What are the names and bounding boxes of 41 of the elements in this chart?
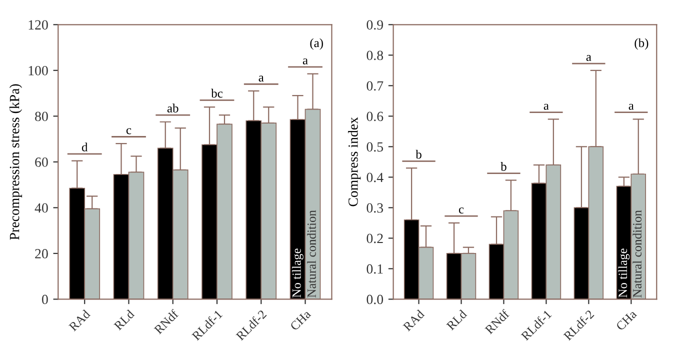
series-label: No tillage: [618, 248, 630, 298]
y-tick-label: 0.0: [366, 294, 384, 304]
y-axis-title: Precompression stress (kPa): [9, 84, 22, 240]
y-tick-label: 60: [35, 158, 48, 167]
x-tick-label: CHa: [616, 309, 638, 331]
y-tick-label: 0.9: [366, 20, 384, 30]
annotation: c: [458, 208, 464, 214]
y-tick-label: 120: [28, 20, 48, 30]
y-tick-label: 0.2: [366, 234, 383, 244]
annotation: (b): [634, 38, 648, 50]
annotation: ab: [167, 104, 178, 112]
x-tick-label: RLd: [446, 309, 468, 331]
series-label: No tillage: [292, 248, 304, 298]
y-tick-label: 20: [35, 249, 48, 258]
annotation: c: [126, 128, 132, 134]
annotation: a: [302, 58, 308, 64]
annotation: b: [416, 150, 422, 159]
y-tick-label: 40: [34, 203, 48, 213]
y-tick-label: 0.5: [366, 142, 384, 152]
y-tick-label: 0.7: [366, 81, 384, 91]
y-tick-label: 80: [35, 112, 48, 122]
y-tick-label: 0.1: [366, 264, 383, 274]
y-tick-label: 0: [42, 294, 48, 304]
annotation: a: [258, 76, 264, 82]
annotation: bc: [211, 88, 223, 98]
series-label: Natural condition: [632, 210, 642, 298]
annotation: a: [544, 104, 549, 110]
annotation: a: [628, 104, 634, 110]
annotation: b: [500, 162, 506, 171]
x-tick-label: CHa: [290, 309, 312, 331]
annotation: (a): [310, 38, 323, 50]
series-label: Natural condition: [307, 210, 316, 298]
y-tick-label: 100: [28, 66, 48, 76]
y-tick-label: 0.4: [366, 172, 384, 182]
y-axis-title: Compress index: [348, 117, 361, 206]
x-tick-label: RLd: [113, 309, 135, 331]
y-tick-label: 0.6: [366, 112, 384, 122]
y-tick-label: 0.3: [366, 203, 384, 213]
y-tick-label: 0.8: [366, 50, 384, 60]
annotation: a: [586, 55, 592, 61]
annotation: d: [82, 142, 88, 152]
